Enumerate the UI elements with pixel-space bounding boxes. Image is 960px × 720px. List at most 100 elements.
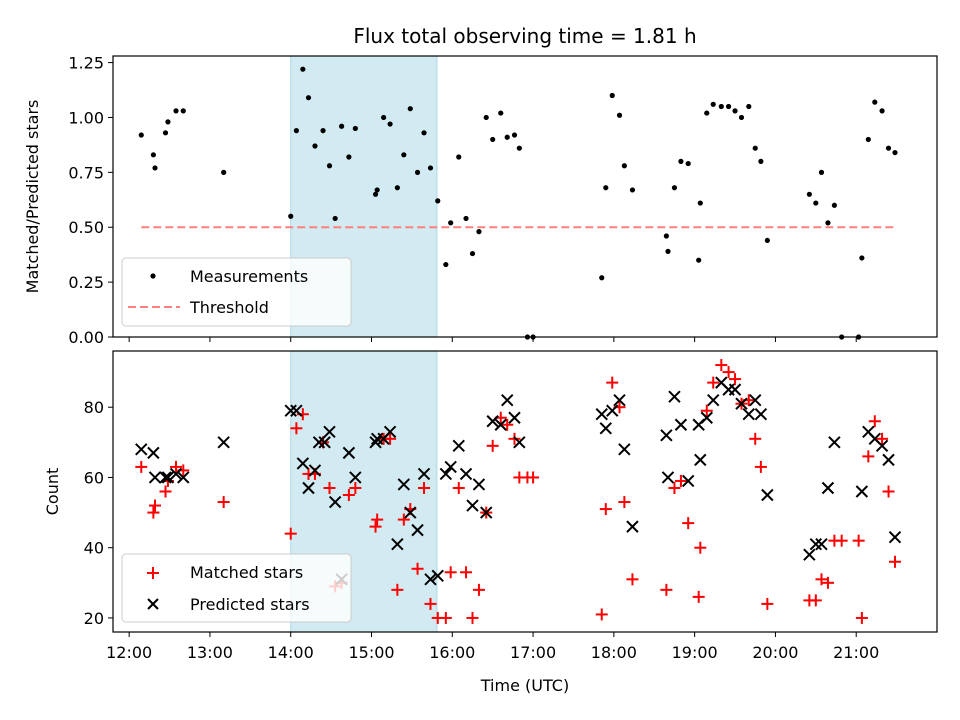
predicted-star-point (674, 418, 688, 431)
matched-star-point (715, 359, 728, 372)
bottom-legend: Matched stars Predicted stars (121, 553, 352, 623)
bottom-ytick-label: 20 (84, 609, 104, 628)
measurement-point (381, 114, 387, 121)
predicted-star-point (444, 460, 457, 474)
predicted-star-point (694, 453, 707, 467)
predicted-star-point (342, 446, 356, 460)
matched-star-point (217, 496, 230, 509)
matched-star-point (460, 566, 473, 579)
legend-predicted-marker (147, 598, 159, 610)
top-legend-box (121, 257, 352, 327)
predicted-star-point (626, 520, 639, 533)
predicted-star-point (749, 393, 762, 407)
predicted-star-point (302, 481, 315, 495)
predicted-star-point (383, 425, 397, 438)
matched-star-point (290, 422, 303, 435)
predicted-star-point (508, 411, 521, 424)
matched-star-point (149, 499, 162, 512)
measurement-point (697, 200, 703, 206)
measurement-point (746, 103, 752, 110)
predicted-star-point (595, 408, 608, 421)
predicted-star-point (147, 446, 160, 460)
bottom-xtick-label: 12:00 (106, 643, 152, 662)
predicted-star-point (159, 471, 172, 484)
top-y-ticks: 0.00 0.25 0.50 0.75 1.00 1.25 (68, 54, 113, 347)
predicted-star-point (855, 485, 869, 498)
matched-star-point (369, 520, 382, 533)
predicted-star-points (135, 376, 902, 586)
bottom-legend-box (121, 553, 352, 623)
measurement-point (339, 123, 345, 129)
measurement-point (320, 128, 326, 134)
matched-star-point (349, 481, 362, 494)
bottom-xtick-label: 16:00 (429, 643, 475, 662)
matched-star-point (694, 541, 707, 554)
bottom-ytick-label: 60 (84, 468, 104, 487)
measurement-point (813, 200, 819, 206)
top-ytick-label: 1.25 (68, 54, 104, 73)
predicted-star-point (323, 425, 336, 438)
measurement-point (173, 108, 179, 114)
measurement-point (671, 185, 678, 191)
predicted-star-point (828, 436, 841, 449)
predicted-star-point (369, 436, 382, 449)
matched-star-point (868, 415, 881, 428)
bottom-xtick-label: 14:00 (268, 643, 314, 662)
predicted-star-point (606, 404, 619, 417)
matched-star-point (821, 576, 834, 589)
top-ytick-label: 0.25 (68, 273, 104, 292)
measurement-point (806, 191, 812, 197)
measurement-point (685, 160, 691, 167)
matched-star-point (888, 555, 901, 568)
predicted-star-point (761, 488, 774, 502)
top-x-ticks (128, 337, 857, 342)
matched-star-point (852, 534, 865, 547)
measurement-point (599, 275, 605, 281)
measurement-point (293, 128, 299, 134)
matched-star-point (371, 513, 384, 526)
measurement-point (732, 108, 738, 114)
measurement-point (738, 114, 745, 121)
matched-star-point (135, 460, 148, 473)
bottom-xtick-label: 19:00 (672, 643, 718, 662)
measurement-point (678, 158, 684, 164)
measurement-point (831, 202, 838, 208)
matched-star-point (527, 471, 540, 484)
measurement-point (180, 108, 186, 114)
matched-star-point (815, 573, 828, 586)
measurement-point (150, 152, 156, 158)
measurement-point (469, 250, 476, 257)
predicted-star-point (284, 404, 297, 417)
measurement-point (764, 237, 770, 244)
matched-star-point (384, 432, 397, 445)
predicted-star-point (404, 506, 417, 519)
top-ytick-label: 0.50 (68, 218, 104, 237)
predicted-star-point (349, 471, 362, 484)
measurement-points (138, 66, 898, 340)
measurement-point (516, 145, 522, 151)
measurement-point (725, 103, 732, 110)
predicted-star-point (135, 443, 148, 456)
bottom-axes-frame (112, 350, 938, 633)
predicted-star-point (486, 415, 499, 428)
predicted-star-point (217, 436, 230, 449)
matched-star-point (595, 608, 608, 621)
measurement-point (603, 185, 609, 191)
matched-star-point (466, 611, 479, 624)
measurement-point (865, 136, 871, 143)
top-panel: 0.00 0.25 0.50 0.75 1.00 1.25 Matched/Predict… (23, 54, 938, 347)
legend-threshold-label: Threshold (189, 298, 269, 317)
predicted-star-point (169, 467, 183, 481)
measurement-point (490, 136, 496, 143)
measurement-point (152, 165, 158, 171)
matched-star-point (486, 439, 499, 452)
measurement-point (326, 163, 333, 169)
measurement-point (758, 158, 764, 164)
measurement-point (414, 169, 421, 175)
bottom-y-ticks: 20 40 60 80 (84, 398, 113, 628)
predicted-star-point (742, 408, 755, 421)
matched-star-point (754, 460, 767, 473)
predicted-star-point (328, 495, 342, 509)
